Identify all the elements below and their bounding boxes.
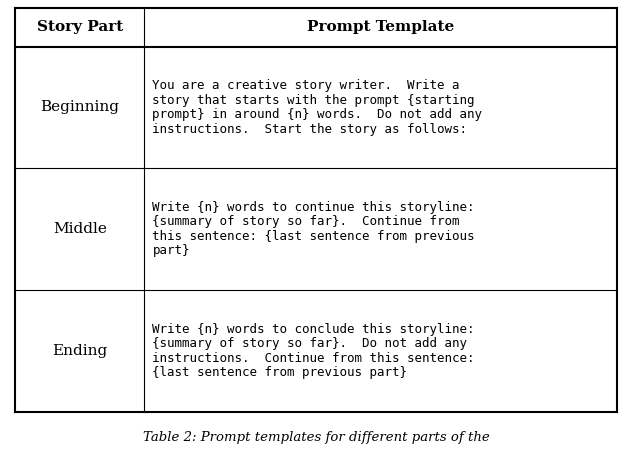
Text: {summary of story so far}.  Do not add any: {summary of story so far}. Do not add an… — [152, 337, 468, 350]
Text: {summary of story so far}.  Continue from: {summary of story so far}. Continue from — [152, 215, 460, 228]
Text: this sentence: {last sentence from previous: this sentence: {last sentence from previ… — [152, 230, 475, 243]
Text: Prompt Template: Prompt Template — [307, 20, 454, 35]
Text: Write {n} words to conclude this storyline:: Write {n} words to conclude this storyli… — [152, 323, 475, 336]
Text: instructions.  Start the story as follows:: instructions. Start the story as follows… — [152, 123, 468, 136]
Text: Story Part: Story Part — [37, 20, 123, 35]
Text: prompt} in around {n} words.  Do not add any: prompt} in around {n} words. Do not add … — [152, 108, 482, 121]
Text: Beginning: Beginning — [40, 100, 119, 114]
Text: part}: part} — [152, 244, 190, 257]
Text: Ending: Ending — [52, 344, 107, 358]
Text: story that starts with the prompt {starting: story that starts with the prompt {start… — [152, 94, 475, 107]
Text: Middle: Middle — [53, 222, 107, 236]
Text: {last sentence from previous part}: {last sentence from previous part} — [152, 366, 408, 379]
Text: Write {n} words to continue this storyline:: Write {n} words to continue this storyli… — [152, 201, 475, 214]
Text: instructions.  Continue from this sentence:: instructions. Continue from this sentenc… — [152, 352, 475, 365]
Text: Table 2: Prompt templates for different parts of the: Table 2: Prompt templates for different … — [143, 430, 489, 444]
Text: You are a creative story writer.  Write a: You are a creative story writer. Write a — [152, 79, 460, 92]
